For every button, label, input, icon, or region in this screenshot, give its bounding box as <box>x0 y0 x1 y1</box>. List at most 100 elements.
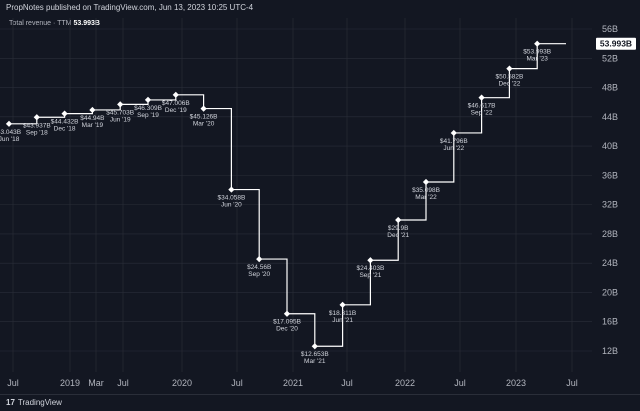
y-tick-label: 36B <box>602 170 618 180</box>
chart-series <box>5 40 566 350</box>
data-point-date-label: Jun '20 <box>221 202 242 209</box>
data-point-marker <box>5 120 13 127</box>
data-point-value-label: $43.937B <box>23 122 51 129</box>
x-tick-label: Mar <box>88 378 104 388</box>
data-point-date-label: Mar '21 <box>304 358 326 365</box>
data-point-marker <box>478 94 485 101</box>
series-current-value: 53.993B <box>73 20 100 27</box>
data-point-date-label: Sep '21 <box>359 272 381 279</box>
y-tick-label: 16B <box>602 317 618 327</box>
x-axis: Jul 2019 Mar Jul 2020 Jul 2021 Jul 2022 Jul 2023 Ju… <box>7 378 578 388</box>
data-point-date-label: Jun '18 <box>0 136 20 143</box>
data-point-value-label: $47.006B <box>162 100 190 107</box>
y-tick-label: 20B <box>602 287 618 297</box>
footer-bar: 17 TradingView <box>0 394 640 411</box>
x-tick-label: Jul <box>454 378 466 388</box>
data-point-marker <box>172 91 179 98</box>
data-point-marker <box>339 301 346 308</box>
data-point-date-label: Dec '19 <box>165 107 187 114</box>
x-tick-label: Jul <box>566 378 578 388</box>
y-tick-label: 44B <box>602 112 618 122</box>
data-point-marker <box>228 186 235 193</box>
data-point-marker <box>61 110 68 117</box>
data-point-date-label: Jun '19 <box>110 116 131 123</box>
data-point-value-label: $29.9B <box>388 225 409 232</box>
brand-name: TradingView <box>17 398 62 407</box>
y-axis: 12B 16B 20B 24B 28B 32B 36B 40B 44B 48B 52B 56B <box>602 24 618 356</box>
x-tick-label: Jul <box>341 378 353 388</box>
data-point-date-label: Mar '23 <box>526 56 548 63</box>
data-point-date-label: Dec '20 <box>276 326 298 333</box>
data-point-marker <box>144 96 152 104</box>
data-point-date-label: Jun '21 <box>332 317 353 324</box>
y-tick-label: 56B <box>602 24 618 34</box>
y-tick-label: 48B <box>602 83 618 93</box>
y-tick-label: 40B <box>602 141 618 151</box>
data-point-value-label: $44.94B <box>80 115 104 122</box>
publisher-header: PropNotes published on TradingView.com, … <box>6 3 254 12</box>
data-point-value-label: $45.126B <box>190 114 218 121</box>
data-point-marker <box>422 178 430 186</box>
data-point-marker <box>534 40 541 47</box>
data-point-marker <box>395 216 402 224</box>
data-point-date-label: Jun '22 <box>443 145 464 152</box>
series-name: Total revenue · TTM <box>9 20 72 27</box>
y-tick-label: 28B <box>602 229 618 239</box>
x-tick-label: 2020 <box>172 378 192 388</box>
data-point-date-label: Mar '19 <box>82 122 104 129</box>
tradingview-brand[interactable]: 17 TradingView <box>6 398 62 407</box>
x-tick-label: 2021 <box>283 378 303 388</box>
y-tick-label: 32B <box>602 200 618 210</box>
data-point-marker <box>117 101 124 108</box>
data-point-marker <box>283 310 291 317</box>
data-point-date-label: Mar '20 <box>193 121 215 128</box>
data-point-marker <box>256 255 263 263</box>
data-point-date-label: Dec '22 <box>498 81 520 88</box>
data-point-value-label: $44.432B <box>51 119 79 126</box>
data-point-value-label: $46.309B <box>134 105 162 112</box>
data-point-date-label: Sep '22 <box>471 110 493 117</box>
data-point-value-label: $35.098B <box>412 187 440 194</box>
revenue-step-line <box>9 43 566 347</box>
data-point-value-label: $24.56B <box>247 264 271 271</box>
last-value-tag-text: 53.993B <box>600 39 632 49</box>
series-legend: Total revenue · TTM 53.993B <box>9 20 100 27</box>
data-point-value-label: $53.993B <box>523 49 551 56</box>
data-point-marker <box>450 129 457 137</box>
data-point-date-label: Sep '19 <box>137 112 159 119</box>
data-point-marker <box>89 106 96 114</box>
data-point-date-label: Dec '18 <box>54 126 76 133</box>
data-point-date-label: Dec '21 <box>387 232 409 239</box>
data-point-marker <box>200 105 207 112</box>
data-point-value-label: $46.617B <box>468 103 496 110</box>
y-tick-label: 24B <box>602 258 618 268</box>
x-tick-label: Jul <box>117 378 129 388</box>
data-point-marker <box>33 114 40 121</box>
data-point-marker <box>506 65 513 72</box>
data-point-value-label: $45.703B <box>106 109 134 116</box>
y-tick-label: 52B <box>602 53 618 63</box>
data-point-marker <box>367 257 374 264</box>
data-point-marker <box>311 343 318 350</box>
x-tick-label: 2019 <box>60 378 80 388</box>
x-tick-label: 2022 <box>395 378 415 388</box>
data-point-date-label: Mar '22 <box>415 194 437 201</box>
data-point-value-label: $12.653B <box>301 351 329 358</box>
data-point-value-label: 43.043B <box>0 129 21 136</box>
data-point-date-label: Sep '18 <box>26 129 48 136</box>
data-point-value-label: $50.582B <box>495 74 523 81</box>
data-point-date-label: Sep '20 <box>248 271 270 278</box>
data-point-value-label: $18.311B <box>329 310 356 317</box>
x-tick-label: Jul <box>231 378 243 388</box>
last-value-tag: 53.993B <box>596 37 636 50</box>
y-tick-label: 12B <box>602 346 618 356</box>
x-tick-label: Jul <box>7 378 19 388</box>
x-tick-label: 2023 <box>506 378 526 388</box>
chart-grid <box>0 18 592 372</box>
data-point-value-label: $41.796B <box>440 138 468 145</box>
data-point-value-label: $17.095B <box>273 319 301 326</box>
last-value-tag-bg <box>596 37 636 50</box>
data-point-value-label: $24.403B <box>356 265 384 272</box>
